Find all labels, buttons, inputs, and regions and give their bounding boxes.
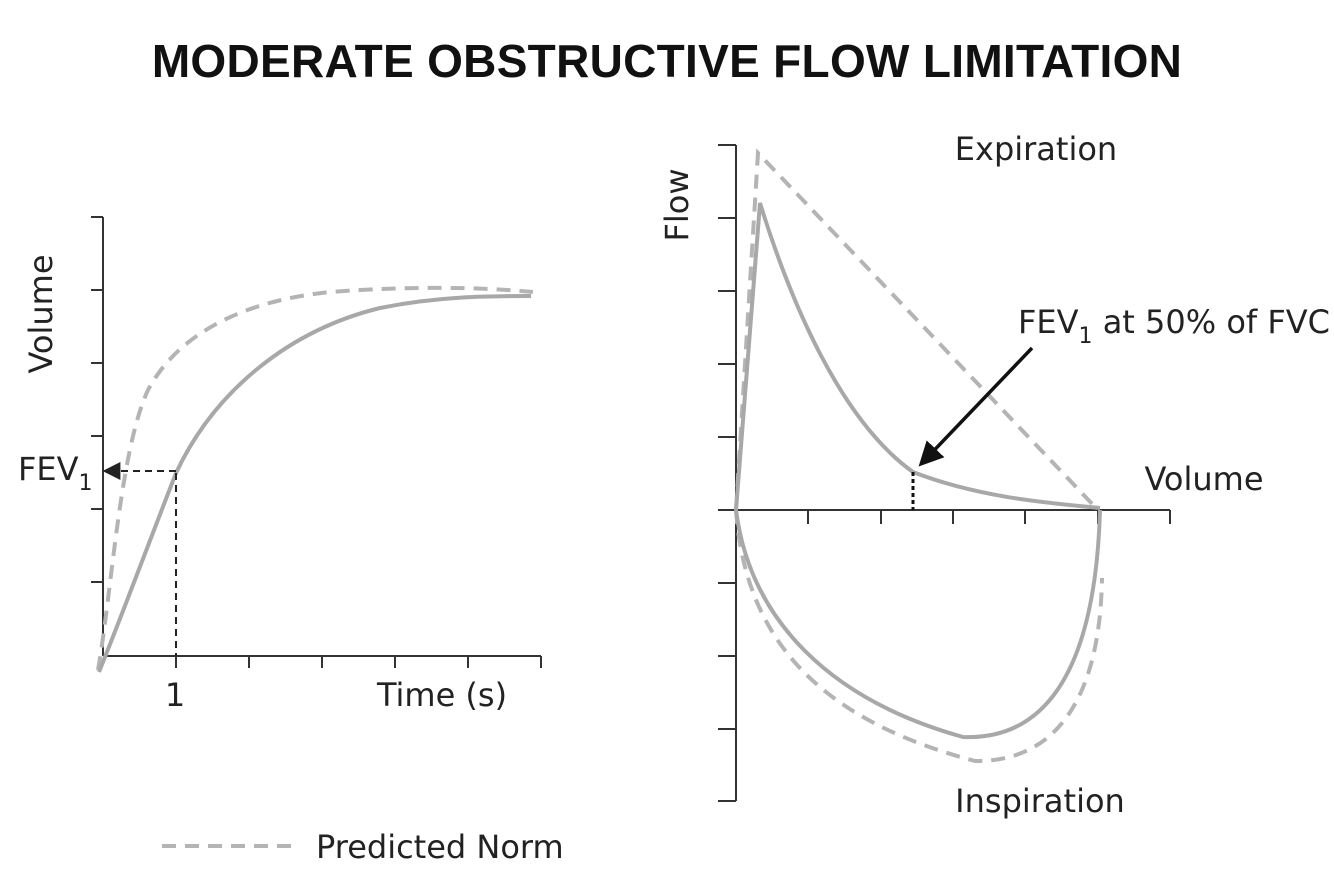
right-y-axis-label: Flow [658, 168, 696, 241]
flow-volume-panel: Flow Volume Expiration Inspiration FEV1 … [658, 130, 1330, 820]
right-y-ticks [718, 144, 736, 802]
predicted-inspiration-curve [734, 509, 1104, 764]
volume-time-panel: Volume Time (s) 1 FEV1 [18, 216, 542, 714]
left-y-ticks [91, 216, 103, 583]
fev1-50-annotation: FEV1 at 50% of FVC [1018, 303, 1330, 349]
left-y-axis-label: Volume [22, 254, 60, 373]
measured-volume-time-curve [97, 294, 532, 673]
right-x-ticks [807, 510, 1171, 524]
predicted-volume-time-curve [96, 285, 534, 671]
fev1-label: FEV1 [18, 450, 93, 496]
inspiration-label: Inspiration [955, 782, 1125, 820]
figure-title: MODERATE OBSTRUCTIVE FLOW LIMITATION [151, 35, 1183, 87]
left-x-tick-label: 1 [165, 676, 185, 714]
annotation-arrow [918, 346, 1034, 467]
legend-label: Predicted Norm [316, 828, 564, 866]
right-x-axis-label: Volume [1144, 460, 1263, 498]
expiration-label: Expiration [955, 130, 1117, 168]
left-x-ticks [175, 656, 542, 668]
legend: Predicted Norm [162, 828, 564, 866]
left-x-axis-label: Time (s) [376, 676, 507, 714]
measured-expiration-curve [734, 202, 1101, 511]
measured-inspiration-curve [734, 509, 1102, 740]
